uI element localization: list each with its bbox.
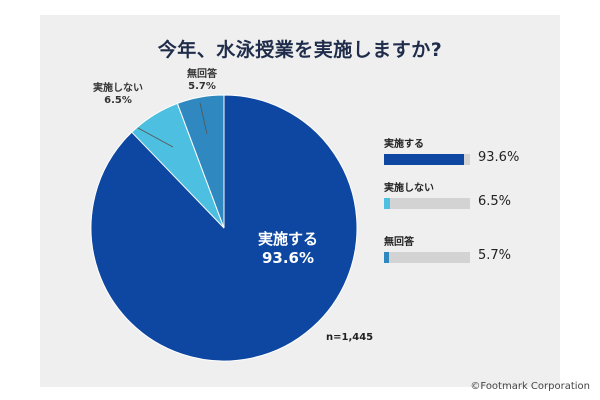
pie-value-not-implement: 6.5%: [104, 95, 132, 106]
legend-bar-track: [384, 154, 470, 165]
sample-size-label: n=1,445: [326, 332, 374, 343]
chart-card: 今年、水泳授業を実施しますか? 実施する 93.6% 実施しない 6.5% 無回答 5.7…: [40, 15, 560, 387]
legend-label: 実施する: [384, 139, 424, 150]
leader-line: [199, 102, 208, 134]
leader-line: [137, 127, 174, 148]
legend-bar-fill: [384, 198, 390, 209]
legend-bar-track: [384, 252, 470, 263]
pie-label-implement: 実施する: [258, 230, 318, 248]
pie-label-no-answer: 無回答: [187, 67, 218, 80]
legend-label: 無回答: [384, 237, 414, 248]
legend-value: 6.5%: [478, 194, 512, 209]
legend-bar-fill: [384, 154, 465, 165]
legend-item-not-implement: 実施しない 6.5%: [384, 179, 554, 219]
chart-title: 今年、水泳授業を実施しますか?: [157, 39, 443, 61]
legend-value: 93.6%: [478, 150, 520, 165]
pie-value-implement: 93.6%: [262, 249, 314, 267]
pie-slice-no-answer: [176, 94, 225, 229]
legend-bar-track: [384, 198, 470, 209]
legend-bar-fill: [384, 252, 389, 263]
legend-value: 5.7%: [478, 248, 512, 263]
pie-value-no-answer: 5.7%: [188, 81, 216, 92]
pie-label-not-implement: 実施しない: [93, 81, 143, 94]
copyright-footer: ©Footmark Corporation: [470, 381, 590, 392]
legend-label: 実施しない: [384, 183, 434, 194]
legend-item-implement: 実施する 93.6%: [384, 135, 554, 175]
legend-item-no-answer: 無回答 5.7%: [384, 233, 554, 273]
